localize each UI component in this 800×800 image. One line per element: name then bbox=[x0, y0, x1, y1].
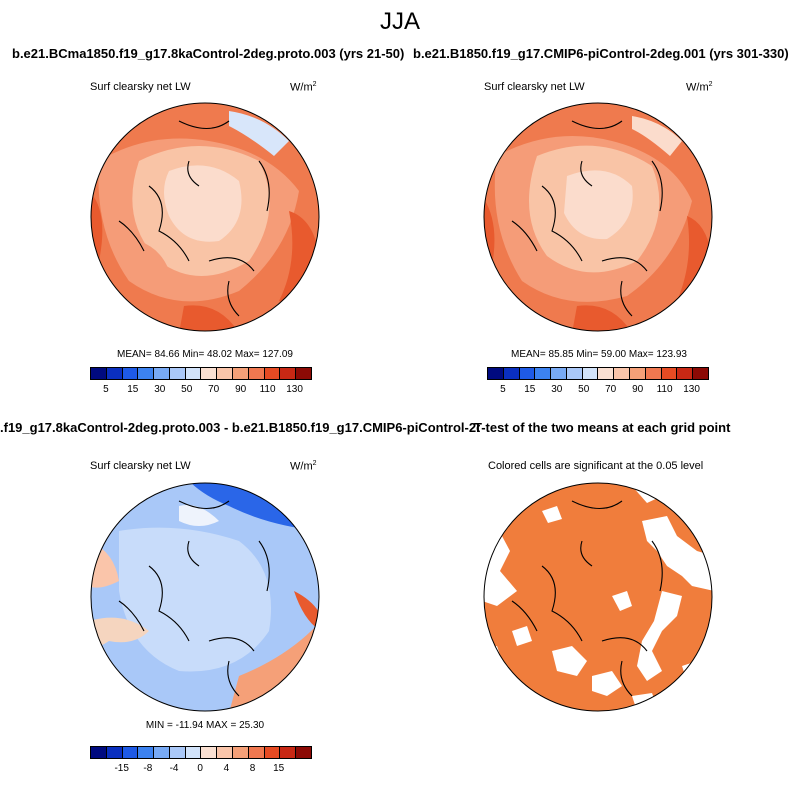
colorbar-cell bbox=[217, 747, 234, 758]
colorbar-tick-label: 5 bbox=[500, 384, 506, 395]
colorbar-tick-label: 5 bbox=[103, 384, 109, 395]
colorbar-cell bbox=[296, 747, 311, 758]
colorbar-tick-label: 130 bbox=[683, 384, 700, 395]
colorbar-cell bbox=[566, 368, 583, 379]
colorbar-tick-label: 30 bbox=[551, 384, 563, 395]
panel-1-units: W/m2 bbox=[290, 81, 317, 94]
panel-2-colorbar: 5 15 30 50 70 90 110 130 bbox=[487, 367, 709, 396]
colorbar-tick-label: 8 bbox=[249, 763, 256, 774]
colorbar-tick-label: 15 bbox=[273, 763, 285, 774]
colorbar-cell bbox=[91, 747, 107, 758]
colorbar-cell bbox=[630, 368, 646, 379]
colorbar-cell bbox=[614, 368, 631, 379]
panel-1-title: b.e21.BCma1850.f19_g17.8kaControl-2deg.p… bbox=[12, 46, 405, 61]
colorbar-tick-label: 15 bbox=[524, 384, 536, 395]
colorbar-cell bbox=[280, 747, 297, 758]
colorbar-cell bbox=[693, 368, 708, 379]
colorbar-tick-label: 15 bbox=[127, 384, 139, 395]
colorbar-tick-label: 4 bbox=[223, 763, 230, 774]
colorbar-cell bbox=[264, 747, 281, 758]
colorbar-cell bbox=[138, 368, 155, 379]
colorbar-tick-label: 0 bbox=[197, 763, 203, 774]
colorbar-cell bbox=[582, 368, 599, 379]
colorbar-cell bbox=[661, 368, 678, 379]
colorbar-cell bbox=[677, 368, 694, 379]
panel-3-difference-map bbox=[90, 482, 320, 712]
colorbar-tick-label: 70 bbox=[605, 384, 617, 395]
colorbar-cell bbox=[598, 368, 615, 379]
colorbar-cell bbox=[519, 368, 536, 379]
colorbar-tick-label: 50 bbox=[181, 384, 193, 395]
colorbar-cell bbox=[122, 368, 139, 379]
colorbar-cell bbox=[280, 368, 297, 379]
colorbar-cell bbox=[154, 368, 170, 379]
colorbar-cell bbox=[217, 368, 234, 379]
colorbar-cell bbox=[169, 368, 186, 379]
colorbar-tick-label: -8 bbox=[143, 763, 153, 774]
panel-2-variable-label: Surf clearsky net LW bbox=[484, 81, 585, 93]
panel-2-statistics: MEAN= 85.85 Min= 59.00 Max= 123.93 bbox=[511, 349, 687, 360]
colorbar-tick-label: -15 bbox=[114, 763, 129, 774]
colorbar-cell bbox=[138, 747, 155, 758]
colorbar-tick-label: 70 bbox=[208, 384, 220, 395]
panel-1-statistics: MEAN= 84.66 Min= 48.02 Max= 127.09 bbox=[117, 349, 293, 360]
panel-4-significance-map bbox=[483, 482, 713, 712]
panel-3-statistics: MIN = -11.94 MAX = 25.30 bbox=[145, 720, 265, 731]
panel-1-colorbar: 5 15 30 50 70 90 110 130 bbox=[90, 367, 312, 396]
colorbar-cell bbox=[91, 368, 107, 379]
colorbar-cell bbox=[106, 368, 123, 379]
colorbar-tick-label: 50 bbox=[578, 384, 590, 395]
panel-2-polar-map bbox=[483, 102, 713, 332]
colorbar-cell bbox=[248, 747, 265, 758]
colorbar-cell bbox=[185, 747, 202, 758]
panel-4-caption: Colored cells are significant at the 0.0… bbox=[488, 460, 704, 472]
colorbar-tick-label: 110 bbox=[656, 384, 673, 395]
colorbar-cell bbox=[201, 368, 218, 379]
colorbar-tick-label: 30 bbox=[154, 384, 166, 395]
colorbar-cell bbox=[645, 368, 662, 379]
colorbar-tick-label: 130 bbox=[286, 384, 303, 395]
colorbar-tick-label: -4 bbox=[169, 763, 179, 774]
colorbar-cell bbox=[296, 368, 311, 379]
panel-2-title: b.e21.B1850.f19_g17.CMIP6-piControl-2deg… bbox=[413, 46, 789, 61]
panel-1-variable-label: Surf clearsky net LW bbox=[90, 81, 191, 93]
colorbar-cell bbox=[233, 368, 249, 379]
colorbar-cell bbox=[201, 747, 218, 758]
colorbar-cell bbox=[185, 368, 202, 379]
colorbar-tick-label: 90 bbox=[235, 384, 247, 395]
colorbar-cell bbox=[551, 368, 567, 379]
colorbar-cell bbox=[122, 747, 139, 758]
colorbar-tick-label: 110 bbox=[259, 384, 276, 395]
colorbar-cell bbox=[169, 747, 186, 758]
panel-3-units: W/m2 bbox=[290, 460, 317, 473]
colorbar-cell bbox=[106, 747, 123, 758]
panel-3-variable-label: Surf clearsky net LW bbox=[90, 460, 191, 472]
panel-1-polar-map bbox=[90, 102, 320, 332]
colorbar-cell bbox=[233, 747, 249, 758]
colorbar-cell bbox=[264, 368, 281, 379]
colorbar-cell bbox=[488, 368, 504, 379]
panel-2-units: W/m2 bbox=[686, 81, 713, 94]
panel-4-title: T-test of the two means at each grid poi… bbox=[474, 420, 731, 435]
figure-title: JJA bbox=[379, 8, 420, 35]
colorbar-cell bbox=[535, 368, 552, 379]
panel-3-title: .f19_g17.8kaControl-2deg.proto.003 - b.e… bbox=[0, 420, 480, 435]
colorbar-tick-label: 90 bbox=[632, 384, 644, 395]
panel-3-colorbar: -15 -8 -4 0 4 8 15 bbox=[90, 746, 312, 775]
colorbar-cell bbox=[503, 368, 520, 379]
colorbar-cell bbox=[248, 368, 265, 379]
colorbar-cell bbox=[154, 747, 170, 758]
